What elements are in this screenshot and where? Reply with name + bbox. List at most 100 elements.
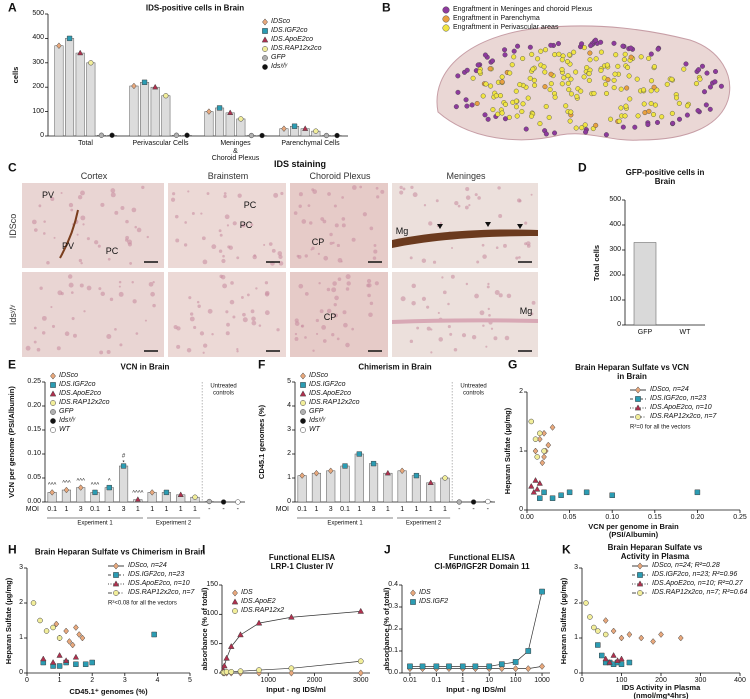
engraftment-dot	[598, 67, 604, 73]
engraftment-dot	[552, 52, 558, 58]
legend-marker	[634, 404, 642, 411]
engraftment-dot	[586, 77, 592, 83]
bar	[161, 95, 171, 137]
nucleus	[250, 223, 254, 227]
nucleus	[293, 211, 298, 215]
nucleus	[524, 221, 528, 225]
nucleus	[416, 326, 420, 330]
micrograph	[22, 183, 164, 268]
nucleus	[359, 185, 363, 189]
engraftment-dot	[529, 113, 535, 119]
nucleus	[409, 339, 414, 344]
nucleus	[80, 215, 86, 221]
engraftment-dot	[548, 71, 554, 77]
nucleus	[125, 238, 129, 242]
nucleus	[114, 210, 119, 215]
point	[530, 488, 537, 495]
engraftment-dot	[622, 113, 628, 119]
nucleus	[211, 244, 217, 250]
engraftment-dot	[563, 103, 569, 109]
bar-marker	[442, 475, 448, 481]
nucleus	[447, 302, 450, 306]
nucleus	[79, 283, 84, 288]
nucleus	[304, 254, 308, 258]
point	[537, 430, 543, 437]
engraftment-dot	[707, 84, 713, 90]
nucleus	[294, 332, 298, 336]
bar-marker	[192, 494, 198, 500]
bar	[129, 85, 139, 137]
engraftment-dot	[483, 81, 489, 87]
nucleus	[197, 304, 201, 308]
point	[433, 663, 440, 670]
nucleus	[426, 326, 431, 331]
engraftment-dot	[628, 45, 634, 51]
legend-marker	[442, 24, 450, 32]
nucleus	[25, 345, 31, 351]
engraftment-dot	[543, 47, 549, 53]
point	[595, 642, 601, 648]
nucleus	[345, 274, 351, 280]
arrowhead	[485, 222, 491, 227]
nucleus	[176, 344, 181, 349]
nucleus	[477, 196, 481, 200]
nucleus	[447, 325, 451, 329]
point	[82, 661, 89, 667]
engraftment-dot	[669, 110, 675, 116]
engraftment-dot	[573, 69, 579, 75]
legend-marker	[300, 372, 306, 380]
point	[541, 429, 547, 437]
nucleus	[437, 311, 440, 315]
meninges-band	[392, 318, 538, 324]
nucleus	[280, 191, 284, 196]
legend-marker	[262, 55, 268, 61]
nucleus	[430, 351, 433, 354]
engraftment-dot	[603, 81, 609, 87]
nucleus	[200, 212, 203, 215]
engraftment-dot	[548, 81, 554, 87]
engraftment-dot	[582, 122, 588, 128]
engraftment-dot	[538, 48, 544, 54]
point	[357, 658, 364, 665]
point	[610, 627, 617, 635]
nucleus	[323, 255, 329, 261]
bar-marker	[134, 496, 141, 502]
meninges-band	[392, 229, 538, 248]
engraftment-dot	[583, 129, 589, 135]
point	[566, 489, 573, 496]
engraftment-dot	[651, 84, 657, 90]
nucleus	[39, 286, 43, 290]
nucleus	[189, 312, 194, 316]
bar-marker	[342, 463, 348, 469]
nucleus	[488, 314, 491, 317]
engraftment-dot	[622, 51, 628, 57]
nucleus	[367, 283, 372, 288]
engraftment-dot	[649, 78, 655, 84]
engraftment-dot	[567, 118, 573, 124]
nucleus	[482, 254, 487, 259]
nucleus	[351, 237, 356, 242]
engraftment-dot	[455, 73, 461, 79]
nucleus	[307, 204, 311, 207]
nucleus	[236, 350, 239, 353]
nucleus	[476, 260, 480, 264]
point	[536, 479, 543, 486]
point	[528, 482, 535, 489]
point	[72, 653, 80, 660]
engraftment-dot	[587, 50, 593, 56]
engraftment-dot	[574, 93, 580, 99]
nucleus	[202, 259, 208, 265]
legend-marker	[410, 589, 416, 597]
bar-marker	[177, 491, 184, 497]
nucleus	[173, 324, 178, 330]
nucleus	[518, 256, 521, 259]
nucleus	[402, 187, 406, 191]
bar-marker	[370, 460, 377, 467]
nucleus	[184, 221, 187, 224]
nucleus	[332, 241, 335, 245]
nucleus	[336, 243, 340, 248]
point	[525, 648, 532, 654]
engraftment-dot	[586, 71, 592, 77]
nucleus	[241, 296, 244, 299]
nucleus	[70, 291, 74, 294]
